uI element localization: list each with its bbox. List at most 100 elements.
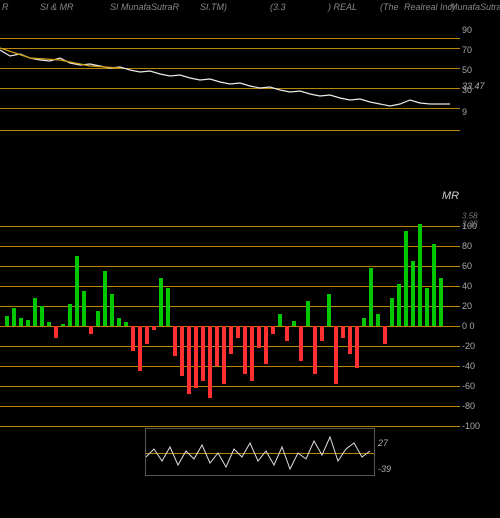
value-label: 3.28 <box>462 220 478 229</box>
mr-bar <box>397 284 401 326</box>
mr-bar <box>376 314 380 326</box>
header-text: R <box>2 2 9 12</box>
mr-bar <box>187 326 191 394</box>
header-text: (3.3 <box>270 2 286 12</box>
mr-bar <box>54 326 58 338</box>
mr-bar <box>180 326 184 376</box>
rsi-value-label: 33.47 <box>462 81 485 91</box>
header-text: ) REAL <box>328 2 357 12</box>
gridline <box>0 426 460 427</box>
mr-bar <box>75 256 79 326</box>
mr-bar <box>334 326 338 384</box>
mr-bar <box>173 326 177 356</box>
mr-bar <box>61 324 65 326</box>
mr-bar <box>166 288 170 326</box>
mr-bar <box>40 306 44 326</box>
mr-bar <box>117 318 121 326</box>
mr-bar <box>390 298 394 326</box>
mr-bar <box>313 326 317 374</box>
mr-bar <box>362 318 366 326</box>
mr-bar <box>439 278 443 326</box>
mr-bar <box>348 326 352 354</box>
mr-bar <box>425 288 429 326</box>
mini-axis-label: -39 <box>378 464 391 474</box>
mr-bar <box>369 268 373 326</box>
mr-bar <box>26 320 30 326</box>
mr-bar <box>110 294 114 326</box>
axis-label: 20 <box>462 301 472 311</box>
mr-bar <box>82 291 86 326</box>
axis-label: -60 <box>462 381 475 391</box>
mr-bar <box>299 326 303 361</box>
axis-label: 0 0 <box>462 321 475 331</box>
axis-label: 90 <box>462 25 472 35</box>
mini-chart: 27-39 <box>145 428 375 476</box>
mr-bar <box>320 326 324 341</box>
axis-label: 80 <box>462 241 472 251</box>
mr-bar <box>341 326 345 338</box>
gridline <box>0 406 460 407</box>
axis-label: 40 <box>462 281 472 291</box>
mr-bar <box>236 326 240 338</box>
axis-label: 70 <box>462 45 472 55</box>
mr-bar <box>68 304 72 326</box>
mr-bar <box>201 326 205 381</box>
chart-area <box>0 18 460 493</box>
header-text: SI & MR <box>40 2 74 12</box>
mr-bar <box>152 326 156 330</box>
mr-bar <box>208 326 212 398</box>
mr-bar <box>355 326 359 368</box>
chart-header: R SI & MR SI MunafaSutraR SI.TM) (3.3 ) REAL (… <box>0 2 500 16</box>
mr-bar <box>194 326 198 388</box>
gridline <box>0 386 460 387</box>
mr-bar <box>383 326 387 344</box>
mr-bar <box>411 261 415 326</box>
header-text: MunafaSutra.com <box>450 2 500 12</box>
mr-bar <box>264 326 268 364</box>
mr-bar <box>96 311 100 326</box>
mr-bar <box>19 318 23 326</box>
mr-bar <box>12 308 16 326</box>
gridline <box>0 226 460 227</box>
mr-bar <box>33 298 37 326</box>
axis-label: -40 <box>462 361 475 371</box>
mr-bar <box>257 326 261 348</box>
mr-bar <box>285 326 289 341</box>
mr-label: MR <box>442 190 459 202</box>
mr-bar <box>306 301 310 326</box>
mr-bar <box>278 314 282 326</box>
mr-bar <box>103 271 107 326</box>
mr-bar <box>432 244 436 326</box>
header-text: (The <box>380 2 399 12</box>
axis-label: -100 <box>462 421 480 431</box>
axis-label: 60 <box>462 261 472 271</box>
mr-bar <box>5 316 9 326</box>
gridline <box>0 366 460 367</box>
mr-bar <box>89 326 93 334</box>
header-text: SI MunafaSutraR <box>110 2 179 12</box>
mr-bar <box>145 326 149 344</box>
mr-bar <box>243 326 247 374</box>
axis-label: 9 <box>462 107 467 117</box>
mr-bar <box>229 326 233 354</box>
mr-bar <box>159 278 163 326</box>
gridline <box>0 286 460 287</box>
axis-label: -20 <box>462 341 475 351</box>
mini-axis-label: 27 <box>378 438 388 448</box>
gridline <box>0 246 460 247</box>
mr-bar <box>404 231 408 326</box>
mr-bar <box>271 326 275 334</box>
mr-bar <box>327 294 331 326</box>
mr-bar <box>418 224 422 326</box>
mr-bar <box>250 326 254 381</box>
header-text: SI.TM) <box>200 2 227 12</box>
mr-bar <box>124 322 128 326</box>
header-text: Realreal Inc) <box>404 2 455 12</box>
axis-label: -80 <box>462 401 475 411</box>
mr-bar <box>222 326 226 384</box>
mr-bar <box>215 326 219 366</box>
mr-bar <box>47 322 51 326</box>
mr-bar <box>292 321 296 326</box>
gridline <box>0 266 460 267</box>
mr-bar <box>131 326 135 351</box>
